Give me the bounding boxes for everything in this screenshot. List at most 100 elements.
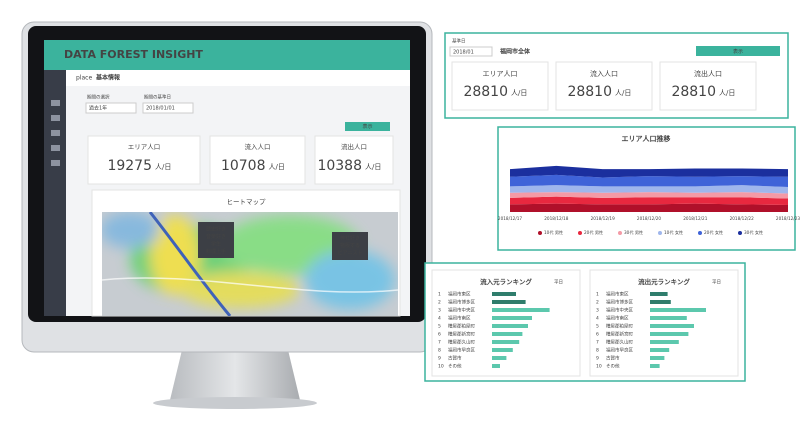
ranking-bar xyxy=(650,364,660,368)
area-name: 古賀市 xyxy=(448,355,462,362)
kpi-label: エリア人口 xyxy=(128,143,161,151)
ranking-bar xyxy=(492,348,513,352)
kpi-value: 28810 xyxy=(671,84,716,100)
legend-swatch xyxy=(698,231,702,235)
date-select[interactable] xyxy=(449,46,493,57)
rank: 6 xyxy=(596,332,599,338)
sidebar-icons xyxy=(51,100,60,166)
ranking-bar xyxy=(650,332,689,336)
ranking-bar xyxy=(650,300,671,304)
rank: 7 xyxy=(596,340,599,346)
tooltip-text: 料理上手 xyxy=(206,248,226,255)
kpi-card xyxy=(87,135,201,185)
kpi-value: 10708 xyxy=(221,158,266,174)
kpi-card xyxy=(555,61,653,111)
rank: 2 xyxy=(438,300,441,306)
ranking-bar xyxy=(650,316,687,320)
x-tick-label: 2018/12/23 xyxy=(776,216,800,221)
field-label: 基準日 xyxy=(452,38,466,45)
tooltip-text: 学生 xyxy=(211,241,221,248)
area-name: 糟屋郡粕屋町 xyxy=(606,323,633,330)
field-label: 期間の基準日 xyxy=(144,94,171,101)
date-select[interactable] xyxy=(142,102,194,114)
ranking-bar xyxy=(492,356,507,360)
ranking-title: 流入元ランキング xyxy=(480,277,532,286)
ranking-bar xyxy=(492,332,523,336)
button-label: 表示 xyxy=(733,48,743,55)
ranking-bar xyxy=(492,364,500,368)
legend-label: 20代 男性 xyxy=(584,229,603,236)
rank: 6 xyxy=(438,332,441,338)
tooltip-text: 歴史好き xyxy=(206,226,226,233)
select-value: 2018/01/01 xyxy=(146,106,175,112)
heatmap-title: ヒートマップ xyxy=(227,198,267,206)
legend-swatch xyxy=(538,231,542,235)
ranking-bar xyxy=(492,316,532,320)
ranking-bar xyxy=(492,340,520,344)
area-name: 糟屋郡久山町 xyxy=(448,339,475,346)
area-series xyxy=(510,196,788,205)
area-series xyxy=(510,165,788,178)
kpi-label: 流出人口 xyxy=(341,142,367,151)
ranking-bar xyxy=(492,292,516,296)
x-tick-label: 2018/12/21 xyxy=(683,216,707,221)
rank: 8 xyxy=(596,348,599,354)
area-name: 福岡市中央区 xyxy=(606,307,633,314)
ranking-bar xyxy=(650,292,668,296)
kpi-value: 19275 xyxy=(107,158,152,174)
kpi-value: 10388 xyxy=(317,158,362,174)
kpi-value: 28810 xyxy=(463,84,508,100)
ranking-bar xyxy=(492,324,528,328)
area-name: 福岡市早良区 xyxy=(606,347,633,354)
sidebar xyxy=(44,70,66,316)
legend-label: 30代 男性 xyxy=(624,229,643,236)
rank: 9 xyxy=(596,356,599,362)
area-name: 福岡市南区 xyxy=(606,315,629,322)
heatmap xyxy=(102,212,398,316)
rank: 3 xyxy=(596,308,599,314)
period-select[interactable] xyxy=(85,102,137,114)
logo: place xyxy=(76,75,92,82)
brand: DATA FOREST INSIGHT xyxy=(64,48,203,61)
area-name: 福岡市博多区 xyxy=(448,299,475,306)
kpi-label: 流入人口 xyxy=(245,142,271,151)
x-tick-label: 2018/12/17 xyxy=(498,216,522,221)
select-value: 過去1年 xyxy=(89,105,107,112)
rank: 9 xyxy=(438,356,441,362)
legend-label: 20代 女性 xyxy=(704,229,723,236)
ranking-bar xyxy=(650,324,694,328)
kpi-label: 流出人口 xyxy=(694,69,722,78)
rank: 8 xyxy=(438,348,441,354)
kpi-label: エリア人口 xyxy=(483,70,518,78)
ranking-bar xyxy=(650,308,706,312)
x-tick-label: 2018/12/20 xyxy=(637,216,661,221)
legend-swatch xyxy=(738,231,742,235)
rank: 5 xyxy=(438,324,441,330)
sub-header xyxy=(66,70,410,86)
chart-title: エリア人口推移 xyxy=(622,134,671,143)
rank: 7 xyxy=(438,340,441,346)
tooltip-text: 神社好き xyxy=(340,235,360,242)
page-title: 基本情報 xyxy=(95,74,121,82)
sort-select: 平日 xyxy=(554,280,563,286)
area-series xyxy=(510,185,788,194)
ranking-bar xyxy=(650,340,679,344)
legend-label: 10代 女性 xyxy=(664,229,683,236)
show-button[interactable] xyxy=(345,122,390,131)
kpi-value: 28810 xyxy=(567,84,612,100)
show-button[interactable] xyxy=(696,46,780,56)
field-label: 期間の選択 xyxy=(87,94,110,101)
area-name: 糟屋郡粕屋町 xyxy=(448,323,475,330)
rank: 3 xyxy=(438,308,441,314)
rank: 4 xyxy=(596,316,599,322)
kpi-unit: 人/日 xyxy=(719,89,735,97)
legend-label: 10代 男性 xyxy=(544,229,563,236)
area-name: その他 xyxy=(606,363,620,370)
area-name: 糟屋郡久山町 xyxy=(606,339,633,346)
tooltip-text: 音楽好き xyxy=(206,233,226,240)
kpi-card xyxy=(209,135,306,185)
area-name: その他 xyxy=(448,363,462,370)
area-series xyxy=(510,192,788,199)
legend-swatch xyxy=(658,231,662,235)
